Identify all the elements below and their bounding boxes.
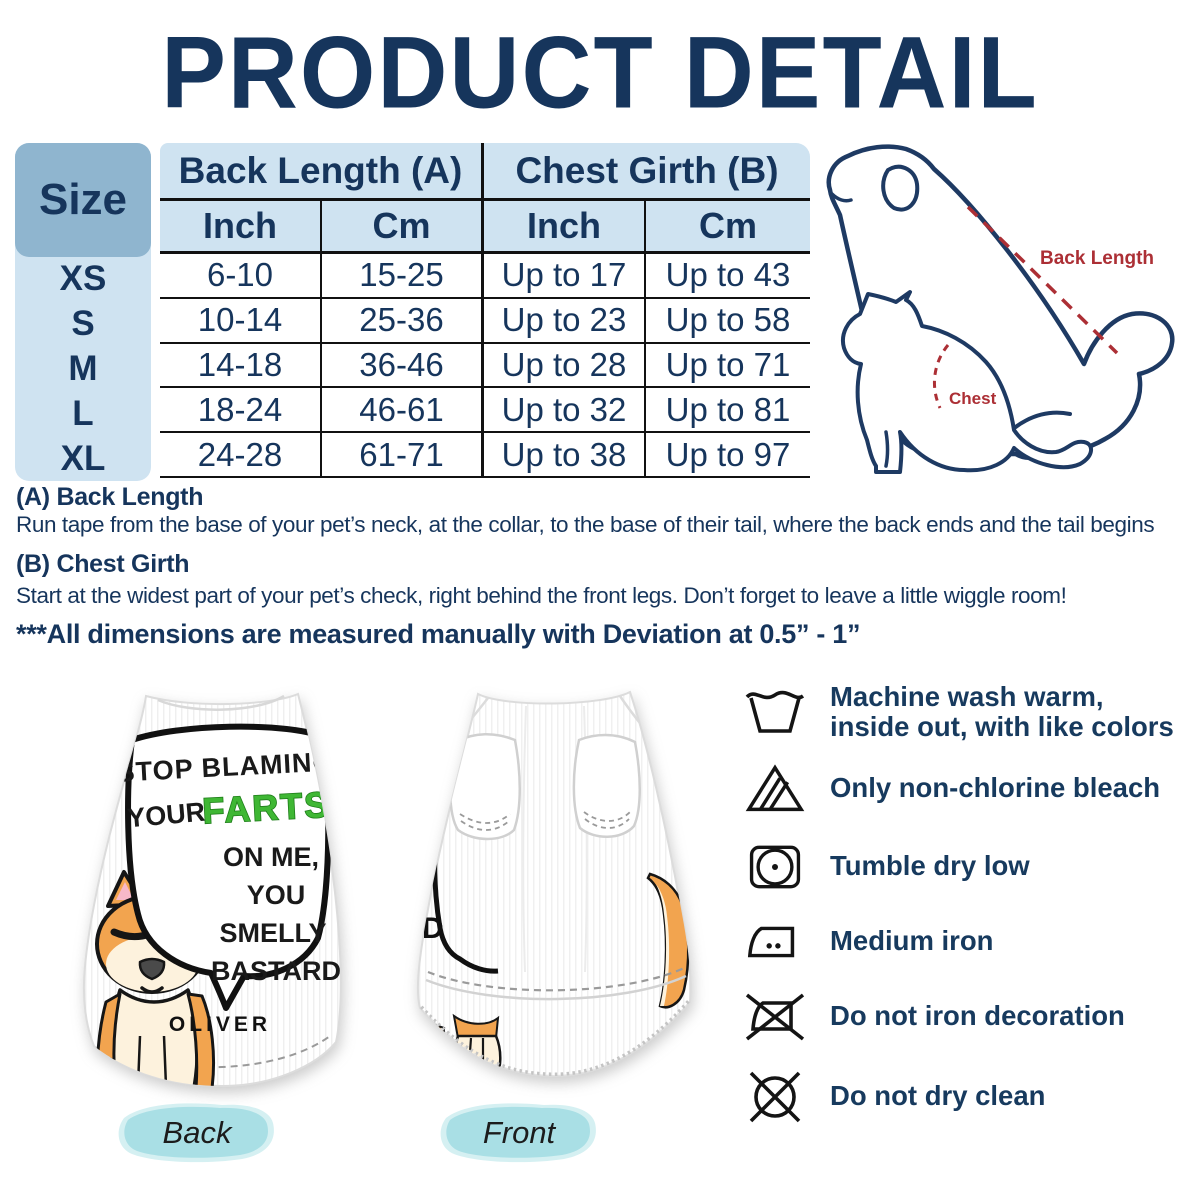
cell: 18-24 <box>160 388 322 432</box>
machine-wash-icon <box>742 682 808 742</box>
cell: 6-10 <box>160 254 322 297</box>
back-length-note-body: Run tape from the base of your pet’s nec… <box>16 512 1155 537</box>
care-instructions: Machine wash warm, inside out, with like… <box>742 676 1198 1140</box>
size-label: L <box>72 393 94 433</box>
unit-header: Cm <box>322 201 484 251</box>
cell: 10-14 <box>160 298 322 342</box>
sleeve-caps <box>449 733 641 841</box>
design-wrap-letter: D <box>422 912 444 945</box>
table-unit-header-row: Inch Cm Inch Cm <box>160 201 810 254</box>
cell: 25-36 <box>322 298 484 342</box>
table-row: 10-14 25-36 Up to 23 Up to 58 <box>160 298 810 344</box>
cell: Up to 23 <box>484 298 646 342</box>
cell: Up to 43 <box>646 254 810 297</box>
care-label: Do not iron decoration <box>830 1000 1125 1032</box>
back-length-group-header: Back Length (A) <box>160 143 484 198</box>
cell: Up to 17 <box>484 254 646 297</box>
cell: 61-71 <box>322 433 484 476</box>
cell: 36-46 <box>322 343 484 387</box>
back-length-label: Back Length <box>1040 248 1154 269</box>
medium-iron-icon <box>742 912 808 972</box>
table-group-header-row: Back Length (A) Chest Girth (B) <box>160 143 810 201</box>
chest-label: Chest <box>949 389 997 408</box>
unit-header: Cm <box>646 201 810 251</box>
svg-text:YOUR: YOUR <box>126 797 206 834</box>
back-view-label: Back <box>118 1103 274 1163</box>
care-label: inside out, with like colors <box>830 711 1174 743</box>
pet-measurement-diagram: Back Length Chest <box>826 144 1175 474</box>
chest-girth-group-header: Chest Girth (B) <box>484 143 810 198</box>
cell: Up to 58 <box>646 298 810 342</box>
chest-girth-note-heading: (B) Chest Girth <box>16 550 190 578</box>
care-label: Do not dry clean <box>830 1080 1046 1112</box>
svg-text:Front: Front <box>483 1115 557 1150</box>
page-title: PRODUCT DETAIL <box>161 15 1039 130</box>
care-label: Only non-chlorine bleach <box>830 772 1161 804</box>
svg-text:YOU: YOU <box>247 880 306 910</box>
do-not-iron-icon <box>742 987 808 1047</box>
size-header-cell: Size <box>15 143 151 257</box>
care-label: Machine wash warm, <box>830 681 1104 712</box>
svg-text:BASTARD: BASTARD <box>211 956 341 986</box>
care-item: Do not dry clean <box>742 1067 1198 1127</box>
non-chlorine-bleach-icon <box>742 759 808 819</box>
shirt-front-view: D <box>416 690 692 1078</box>
farts-word: FARTS <box>201 784 331 832</box>
back-length-note-heading: (A) Back Length <box>16 483 204 511</box>
cell: Up to 71 <box>646 343 810 387</box>
cell: 46-61 <box>322 388 484 432</box>
chest-dashed-line <box>933 344 950 409</box>
size-label: S <box>71 304 95 344</box>
care-item: Machine wash warm, inside out, with like… <box>742 681 1198 743</box>
svg-text:ON ME,: ON ME, <box>223 842 319 872</box>
cell: 15-25 <box>322 254 484 297</box>
deviation-note: ***All dimensions are measured manually … <box>16 619 861 649</box>
size-label: M <box>68 348 98 388</box>
back-length-dashed-line <box>966 205 1119 355</box>
cat-outline <box>841 290 1093 474</box>
chest-girth-note-body: Start at the widest part of your pet’s c… <box>16 583 1067 608</box>
care-item: Do not iron decoration <box>742 987 1198 1047</box>
tumble-dry-low-icon <box>742 837 808 897</box>
size-row-labels: XS S M L XL <box>15 257 151 481</box>
unit-header: Inch <box>160 201 322 251</box>
cell: Up to 38 <box>484 433 646 476</box>
svg-text:SMELLY: SMELLY <box>219 918 326 948</box>
cell: 24-28 <box>160 433 322 476</box>
pet-name: OLIVER <box>169 1013 271 1036</box>
cell: Up to 97 <box>646 433 810 476</box>
cell: 14-18 <box>160 343 322 387</box>
cell: Up to 32 <box>484 388 646 432</box>
cell: Up to 28 <box>484 343 646 387</box>
size-label: XL <box>60 438 106 478</box>
do-not-dry-clean-icon <box>742 1067 808 1127</box>
svg-text:Back: Back <box>163 1115 233 1150</box>
unit-header: Inch <box>484 201 646 251</box>
care-item: Tumble dry low <box>742 837 1198 897</box>
care-item: Only non-chlorine bleach <box>742 759 1198 819</box>
size-chart-table: Size XS S M L XL Back Length (A) Chest G… <box>15 143 810 481</box>
dog-ear <box>881 164 920 212</box>
care-item: Medium iron <box>742 912 1198 972</box>
table-row: 6-10 15-25 Up to 17 Up to 43 <box>160 254 810 299</box>
care-label: Tumble dry low <box>830 850 1030 882</box>
size-table-body: Back Length (A) Chest Girth (B) Inch Cm … <box>160 143 810 481</box>
care-label: Medium iron <box>830 925 994 957</box>
table-row: 24-28 61-71 Up to 38 Up to 97 <box>160 433 810 478</box>
table-row: 14-18 36-46 Up to 28 Up to 71 <box>160 343 810 389</box>
table-row: 18-24 46-61 Up to 32 Up to 81 <box>160 388 810 434</box>
hem-chain-stitch <box>417 999 691 1076</box>
front-view-label: Front <box>440 1103 596 1163</box>
shirt-back-view: STOP BLAMING YOUR FARTS ON ME, YOU SMELL… <box>83 692 342 1088</box>
cell: Up to 81 <box>646 388 810 432</box>
size-label: XS <box>59 259 107 299</box>
